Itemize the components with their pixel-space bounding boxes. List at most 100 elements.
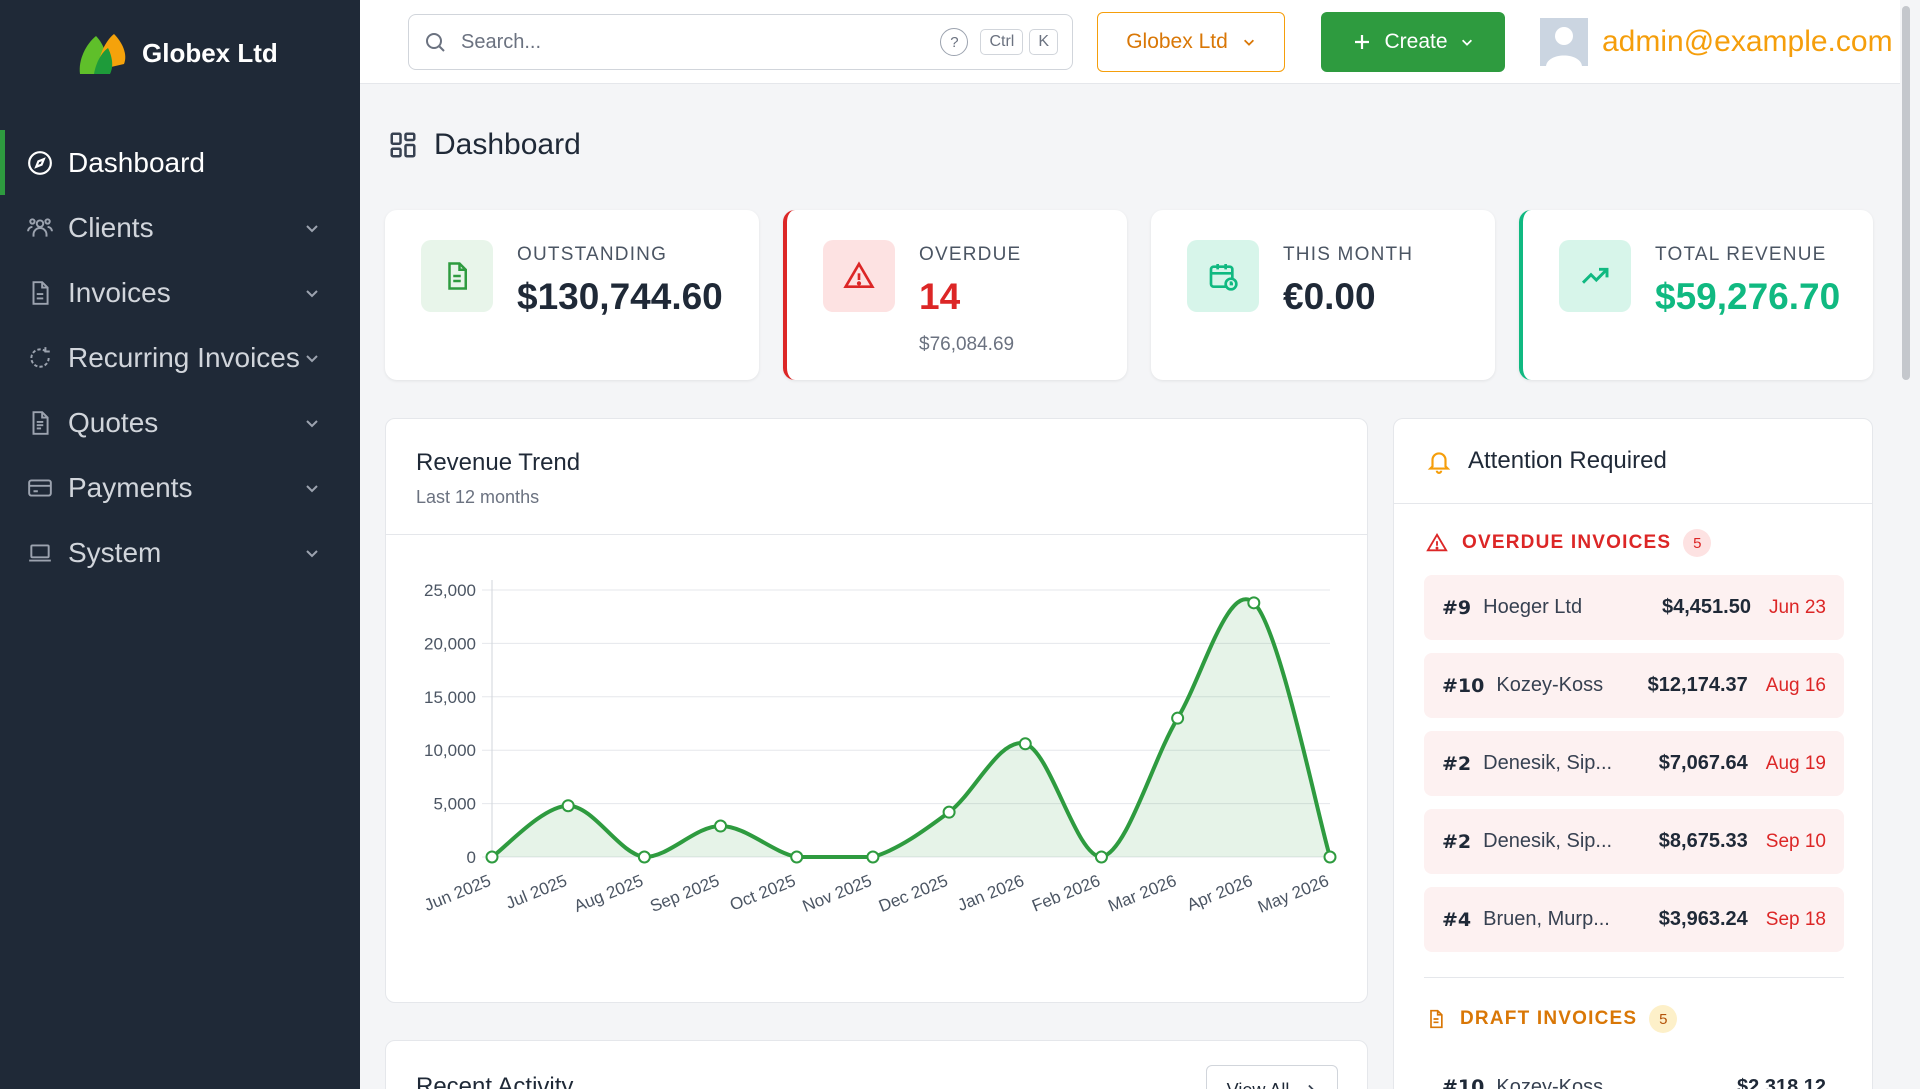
- search-icon: [426, 33, 445, 52]
- top-bar: ? Ctrl K Globex Ltd Create admin@example…: [360, 0, 1900, 84]
- revenue-chart-card: Revenue Trend Last 12 months 0 5,000 10,00…: [385, 418, 1368, 1003]
- stat-card-overdue[interactable]: OVERDUE 14 $76,084.69: [783, 210, 1127, 380]
- invoice-client: Denesik, Sip...: [1483, 830, 1613, 852]
- scrollbar[interactable]: [1902, 6, 1910, 380]
- laptop-icon: [26, 539, 54, 567]
- search-box[interactable]: ? Ctrl K: [408, 14, 1073, 70]
- y-tick-label: 15,000: [424, 688, 476, 707]
- overdue-invoice-row[interactable]: #2 Denesik, Sip... $7,067.64 Aug 19: [1424, 731, 1844, 796]
- divider: [1424, 977, 1844, 978]
- stat-label: TOTAL REVENUE: [1655, 244, 1827, 265]
- x-tick-label: Nov 2025: [800, 871, 875, 916]
- activity-title: Recent Activity: [416, 1073, 574, 1089]
- attention-title: Attention Required: [1468, 447, 1667, 474]
- shortcut-k-key: K: [1029, 29, 1058, 55]
- data-point: [942, 805, 956, 819]
- sidebar-item-label: Payments: [68, 471, 193, 503]
- x-tick-label: Jul 2025: [503, 871, 570, 913]
- x-tick-label: Jan 2026: [955, 871, 1027, 915]
- x-tick-label: Mar 2026: [1105, 871, 1179, 916]
- sidebar-item-dashboard[interactable]: Dashboard: [0, 130, 360, 195]
- invoice-client: Kozey-Koss: [1496, 674, 1604, 696]
- x-tick-label: Jun 2025: [422, 871, 494, 915]
- stat-subvalue: $76,084.69: [919, 334, 1015, 355]
- create-button[interactable]: Create: [1321, 12, 1505, 72]
- overdue-invoice-row[interactable]: #9 Hoeger Ltd $4,451.50 Jun 23: [1424, 575, 1844, 640]
- data-point: [714, 819, 728, 833]
- chevron-down-icon: [306, 289, 318, 297]
- stat-label: THIS MONTH: [1283, 244, 1414, 265]
- chart-header: Revenue Trend Last 12 months: [386, 419, 1367, 535]
- quote-document-icon: [26, 409, 54, 437]
- overdue-invoice-row[interactable]: #4 Bruen, Murp... $3,963.24 Sep 18: [1424, 887, 1844, 952]
- stat-card-this-month[interactable]: THIS MONTH €0.00: [1151, 210, 1495, 380]
- view-all-button[interactable]: View All: [1206, 1065, 1338, 1089]
- company-switcher-button[interactable]: Globex Ltd: [1097, 12, 1285, 72]
- brand-logo: [76, 30, 128, 76]
- data-point: [485, 850, 499, 864]
- stat-label: OUTSTANDING: [517, 244, 668, 265]
- sidebar-item-label: Quotes: [68, 406, 159, 438]
- overdue-invoice-row[interactable]: #2 Denesik, Sip... $8,675.33 Sep 10: [1424, 809, 1844, 874]
- sidebar-item-system[interactable]: System: [0, 520, 360, 585]
- chevron-down-icon: [306, 484, 318, 492]
- document-icon: [26, 279, 54, 307]
- invoice-amount: $4,451.50: [1661, 596, 1751, 618]
- data-point: [866, 850, 880, 864]
- x-tick-label: Oct 2025: [727, 871, 798, 914]
- stat-value: €0.00: [1283, 276, 1376, 317]
- x-tick-label: Aug 2025: [571, 871, 646, 916]
- x-tick-label: Apr 2026: [1184, 871, 1255, 914]
- stat-card-outstanding[interactable]: OUTSTANDING $130,744.60: [385, 210, 759, 380]
- invoice-number: #2: [1442, 830, 1472, 853]
- refresh-icon: [26, 344, 54, 372]
- invoice-due-date: Aug 19: [1765, 752, 1826, 774]
- overdue-count-badge: 5: [1683, 529, 1712, 557]
- y-tick-label: 10,000: [424, 741, 476, 760]
- draft-count-badge: 5: [1649, 1005, 1678, 1033]
- sidebar-item-recurring-invoices[interactable]: Recurring Invoices: [0, 325, 360, 390]
- chevron-down-icon: [306, 419, 318, 427]
- arrow-right-icon: [1308, 1084, 1315, 1089]
- sidebar-item-invoices[interactable]: Invoices: [0, 260, 360, 325]
- invoice-client: Hoeger Ltd: [1483, 596, 1583, 618]
- sidebar-item-label: Invoices: [68, 276, 171, 308]
- sidebar-item-clients[interactable]: Clients: [0, 195, 360, 260]
- avatar: [1540, 18, 1588, 66]
- chevron-down-icon: [306, 549, 318, 557]
- invoice-due-date: Sep 18: [1765, 908, 1826, 930]
- create-button-label: Create: [1384, 30, 1448, 53]
- stat-card-total-revenue[interactable]: TOTAL REVENUE $59,276.70: [1519, 210, 1873, 380]
- recent-activity-card: Recent Activity View All: [385, 1040, 1368, 1089]
- sidebar-item-quotes[interactable]: Quotes: [0, 390, 360, 455]
- invoice-client: Kozey-Koss: [1496, 1075, 1604, 1089]
- sidebar-item-label: Recurring Invoices: [68, 341, 300, 373]
- compass-icon: [26, 149, 54, 177]
- invoice-due-date: Aug 16: [1765, 674, 1826, 696]
- invoice-due-date: Jun 23: [1768, 596, 1826, 618]
- overdue-invoices-heading: OVERDUE INVOICES 5: [1426, 529, 1712, 557]
- sidebar-item-label: Clients: [68, 211, 154, 243]
- chevron-down-icon: [1243, 39, 1254, 46]
- search-input[interactable]: [461, 30, 941, 54]
- users-icon: [26, 214, 54, 242]
- stat-label: OVERDUE: [919, 244, 1022, 265]
- sidebar-item-payments[interactable]: Payments: [0, 455, 360, 520]
- help-icon[interactable]: ?: [940, 28, 969, 56]
- attention-header: Attention Required: [1394, 419, 1872, 504]
- x-tick-label: Dec 2025: [876, 871, 951, 916]
- user-menu[interactable]: admin@example.com: [1540, 18, 1893, 66]
- chevron-down-icon: [306, 354, 318, 362]
- sidebar-item-label: Dashboard: [68, 146, 205, 178]
- draft-invoices-heading: DRAFT INVOICES 5: [1426, 1005, 1678, 1033]
- brand[interactable]: Globex Ltd: [0, 0, 360, 106]
- data-point: [1018, 737, 1032, 751]
- draft-invoice-row[interactable]: #10 Kozey-Koss $2,318.12: [1424, 1067, 1844, 1089]
- invoice-number: #9: [1442, 596, 1472, 619]
- overdue-invoice-row[interactable]: #10 Kozey-Koss $12,174.37 Aug 16: [1424, 653, 1844, 718]
- credit-card-icon: [26, 474, 54, 502]
- x-tick-label: May 2026: [1255, 871, 1331, 917]
- data-point: [1171, 711, 1185, 725]
- calendar-clock-icon: [1187, 240, 1259, 312]
- stat-value: 14: [919, 276, 961, 317]
